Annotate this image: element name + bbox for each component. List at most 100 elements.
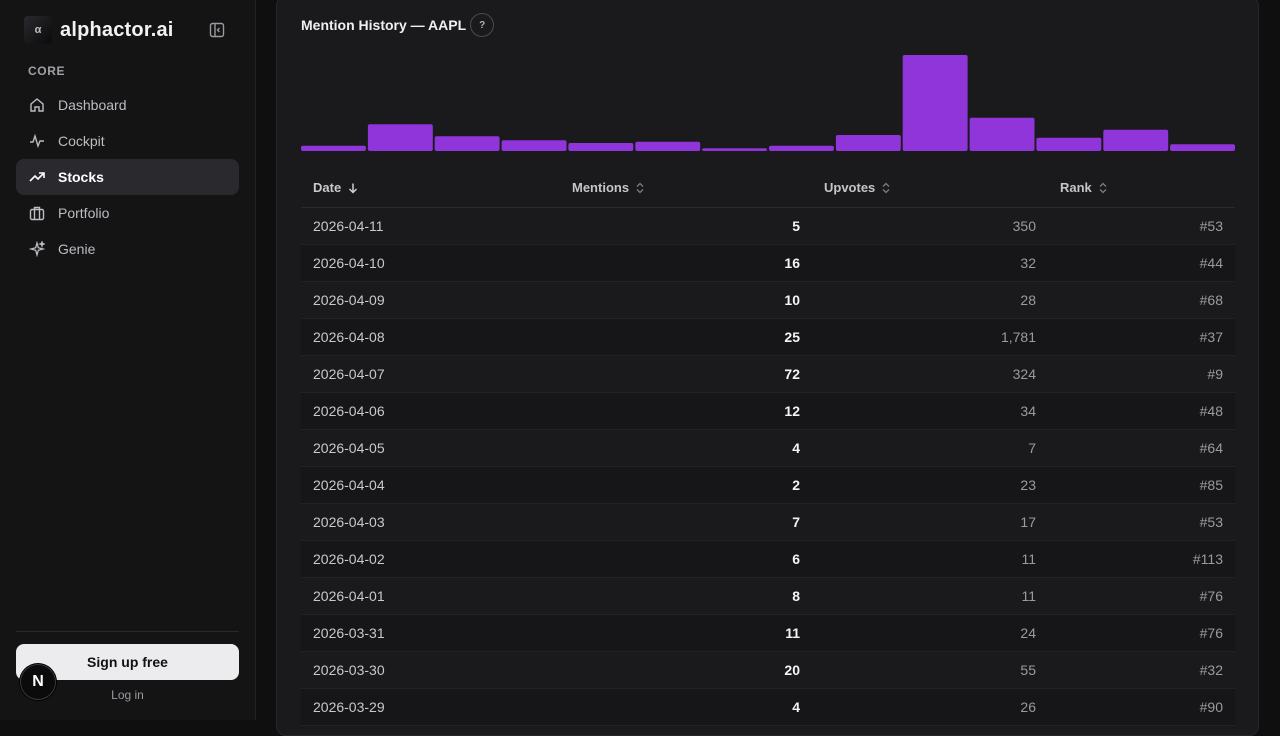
mentions-cell: 72 xyxy=(784,366,800,382)
upvotes-cell: 55 xyxy=(1020,662,1036,678)
chart-bar-2026-04-01[interactable] xyxy=(501,140,567,151)
rank-cell: #53 xyxy=(1199,218,1223,234)
column-label: Upvotes xyxy=(824,180,876,195)
sparkles-icon xyxy=(28,240,46,258)
card-title: Mention History — AAPL ? xyxy=(301,13,495,37)
brand-name: alphactor.ai xyxy=(60,18,174,41)
table-row[interactable]: 2026-04-06 12 34 #48 xyxy=(301,393,1235,430)
table-row[interactable]: 2026-03-31 11 24 #76 xyxy=(301,615,1235,652)
date-cell: 2026-04-01 xyxy=(313,588,385,604)
sidebar-item-cockpit[interactable]: Cockpit xyxy=(16,123,239,159)
table-row[interactable]: 2026-04-09 10 28 #68 xyxy=(301,282,1235,319)
table-row[interactable]: 2026-03-29 4 26 #90 xyxy=(301,689,1235,726)
column-label: Date xyxy=(313,180,342,195)
sidebar-item-label: Dashboard xyxy=(58,97,127,113)
table-row[interactable]: 2026-04-08 25 1,781 #37 xyxy=(301,319,1235,356)
column-header-upvotes[interactable]: Upvotes xyxy=(812,180,1048,195)
table-row[interactable]: 2026-04-07 72 324 #9 xyxy=(301,356,1235,393)
table-row[interactable]: 2026-04-01 8 11 #76 xyxy=(301,578,1235,615)
table-row[interactable]: 2026-04-05 4 7 #64 xyxy=(301,430,1235,467)
mentions-cell: 4 xyxy=(792,699,800,715)
upvotes-cell: 1,781 xyxy=(1000,329,1036,345)
table-row[interactable]: 2026-04-02 6 11 #113 xyxy=(301,541,1235,578)
upvotes-cell: 32 xyxy=(1020,255,1036,271)
brand[interactable]: α alphactor.ai xyxy=(24,16,174,44)
table-row[interactable]: 2026-04-11 5 350 #53 xyxy=(301,208,1235,245)
mentions-cell: 11 xyxy=(785,625,800,641)
upvotes-cell: 23 xyxy=(1020,477,1036,493)
date-cell: 2026-04-05 xyxy=(313,440,385,456)
sidebar-item-label: Cockpit xyxy=(58,133,105,149)
sidebar-item-label: Portfolio xyxy=(58,205,110,221)
mentions-cell: 2 xyxy=(792,477,800,493)
column-header-rank[interactable]: Rank xyxy=(1048,180,1235,195)
sidebar-item-stocks[interactable]: Stocks xyxy=(16,159,239,195)
rank-cell: #64 xyxy=(1199,440,1223,456)
chart-bar-2026-04-11[interactable] xyxy=(1170,144,1235,151)
upvotes-cell: 324 xyxy=(1012,366,1036,382)
upvotes-cell: 34 xyxy=(1020,403,1036,419)
table-row[interactable]: 2026-03-30 20 55 #32 xyxy=(301,652,1235,689)
date-cell: 2026-04-06 xyxy=(313,403,385,419)
mentions-cell: 6 xyxy=(792,551,800,567)
chart-bar-2026-03-29[interactable] xyxy=(301,145,366,151)
rank-cell: #76 xyxy=(1199,588,1223,604)
home-icon xyxy=(28,96,46,114)
column-header-date[interactable]: Date xyxy=(301,180,560,195)
chart-bar-2026-04-03[interactable] xyxy=(635,141,701,151)
sort-icon xyxy=(635,182,645,194)
upvotes-cell: 7 xyxy=(1028,440,1036,456)
column-header-mentions[interactable]: Mentions xyxy=(560,180,812,195)
rank-cell: #37 xyxy=(1199,329,1223,345)
upvotes-cell: 350 xyxy=(1012,218,1036,234)
mentions-cell: 16 xyxy=(784,255,800,271)
upvotes-cell: 17 xyxy=(1020,514,1036,530)
chart-bar-2026-04-05[interactable] xyxy=(769,145,834,151)
rank-cell: #53 xyxy=(1199,514,1223,530)
help-icon[interactable]: ? xyxy=(470,13,495,37)
mention-history-card xyxy=(276,0,1259,736)
mentions-cell: 8 xyxy=(792,588,800,604)
chart-bar-2026-03-31[interactable] xyxy=(434,136,500,151)
upvotes-cell: 28 xyxy=(1020,292,1036,308)
date-cell: 2026-04-08 xyxy=(313,329,385,345)
table-row[interactable]: 2026-04-03 7 17 #53 xyxy=(301,504,1235,541)
trending-up-icon xyxy=(28,168,46,186)
chart-bar-2026-04-06[interactable] xyxy=(835,135,901,151)
mentions-cell: 10 xyxy=(784,292,800,308)
date-cell: 2026-03-29 xyxy=(313,699,385,715)
sidebar-nav: Dashboard Cockpit Stocks Portfolio Genie xyxy=(16,87,239,267)
sidebar-item-genie[interactable]: Genie xyxy=(16,231,239,267)
sidebar: α alphactor.ai CORE Dashboard Cockpit St… xyxy=(0,0,256,720)
chart-bar-2026-04-09[interactable] xyxy=(1036,137,1102,151)
sort-icon xyxy=(881,182,891,194)
chart-bar-2026-04-10[interactable] xyxy=(1103,129,1169,151)
mentions-cell: 5 xyxy=(792,218,800,234)
table-row[interactable]: 2026-04-10 16 32 #44 xyxy=(301,245,1235,282)
mentions-cell: 7 xyxy=(792,514,800,530)
chart-bar-2026-03-30[interactable] xyxy=(367,124,433,151)
rank-cell: #85 xyxy=(1199,477,1223,493)
login-link[interactable]: Log in xyxy=(111,688,144,702)
sidebar-collapse-button[interactable] xyxy=(208,21,226,39)
table-row[interactable]: 2026-04-04 2 23 #85 xyxy=(301,467,1235,504)
upvotes-cell: 24 xyxy=(1020,625,1036,641)
mention-bar-chart xyxy=(301,55,1235,151)
section-label-core: CORE xyxy=(28,64,66,78)
dev-badge[interactable]: N xyxy=(20,664,56,700)
chart-bar-2026-04-08[interactable] xyxy=(969,117,1035,151)
sidebar-divider xyxy=(16,631,239,632)
date-cell: 2026-04-09 xyxy=(313,292,385,308)
sidebar-item-portfolio[interactable]: Portfolio xyxy=(16,195,239,231)
chart-bar-2026-04-02[interactable] xyxy=(568,143,634,151)
brand-logo: α xyxy=(24,16,52,44)
rank-cell: #9 xyxy=(1207,366,1223,382)
rank-cell: #68 xyxy=(1199,292,1223,308)
chart-bar-2026-04-07[interactable] xyxy=(902,55,968,151)
date-cell: 2026-04-02 xyxy=(313,551,385,567)
chart-bar-2026-04-04[interactable] xyxy=(702,148,767,151)
date-cell: 2026-04-10 xyxy=(313,255,385,271)
mention-history-table: Date Mentions Upvotes Rank 2026-04-11 5 35… xyxy=(301,168,1235,726)
sidebar-item-dashboard[interactable]: Dashboard xyxy=(16,87,239,123)
upvotes-cell: 26 xyxy=(1020,699,1036,715)
